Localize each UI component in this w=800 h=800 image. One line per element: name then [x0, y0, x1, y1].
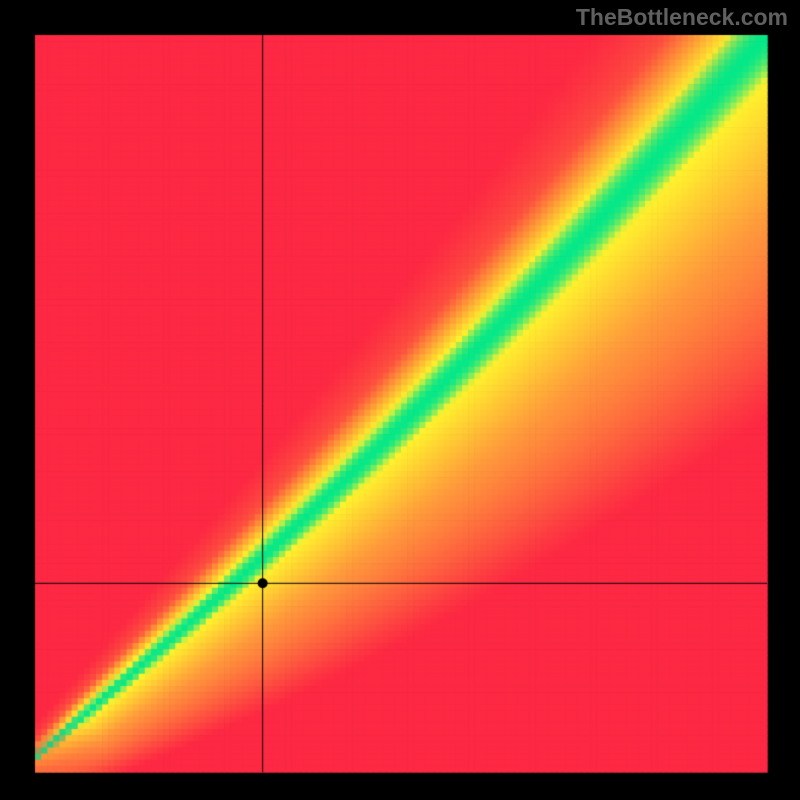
- heatmap-canvas: [0, 0, 800, 800]
- chart-container: TheBottleneck.com: [0, 0, 800, 800]
- watermark-label: TheBottleneck.com: [576, 4, 788, 31]
